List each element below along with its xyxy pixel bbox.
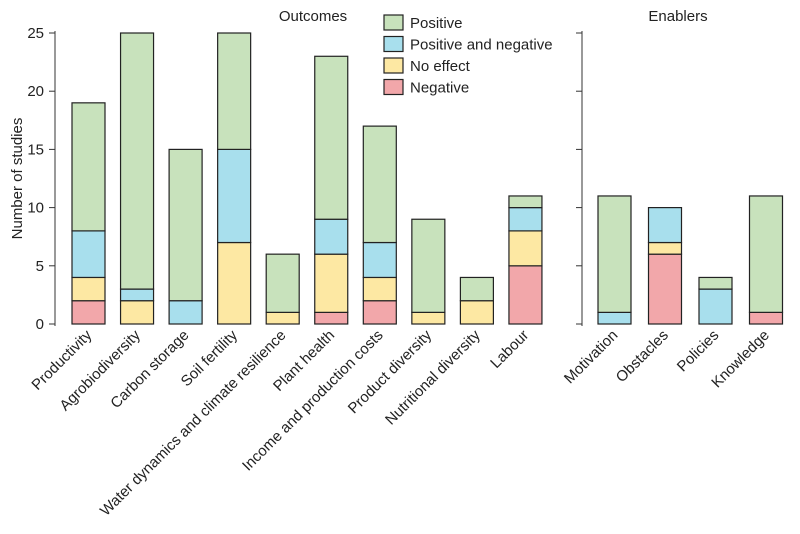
bar-segment-soil-fertility-positive <box>217 32 252 151</box>
bar-segment-income-and-production-costs-positive <box>362 125 397 244</box>
bar-segment-water-dynamics-and-climate-resilience-positive <box>265 253 300 313</box>
legend-swatch-positive-and-negative <box>383 35 404 53</box>
category-label-motivation: Motivation <box>561 327 621 387</box>
legend-label-no-effect: No effect <box>410 58 471 75</box>
bar-segment-plant-health-no-effect <box>314 253 349 313</box>
bar-segment-obstacles-negative <box>647 253 683 325</box>
category-label-policies: Policies <box>674 327 723 376</box>
bar-segment-productivity-positive <box>71 102 106 232</box>
bar-segment-agrobiodiversity-positive <box>119 32 155 290</box>
bar-segment-plant-health-positive-and-negative <box>314 218 349 255</box>
legend: Positive Positive and negative No effect Ne… <box>383 14 553 97</box>
category-label-labour: Labour <box>487 327 532 372</box>
bar-segment-motivation-positive-and-negative <box>597 311 632 325</box>
bar-segment-labour-positive <box>508 195 543 209</box>
bar-segment-plant-health-positive <box>314 55 349 220</box>
bar-segment-productivity-positive-and-negative <box>71 230 106 279</box>
bar-segment-product-diversity-positive <box>411 218 446 313</box>
panel-title-enablers: Enablers <box>648 8 707 25</box>
bar-segment-policies-positive <box>698 276 733 290</box>
panel-title-outcomes: Outcomes <box>279 8 347 25</box>
bar-segment-policies-positive-and-negative <box>698 288 733 325</box>
legend-label-negative: Negative <box>410 80 469 97</box>
bar-segment-motivation-positive <box>597 195 632 313</box>
bar-segment-agrobiodiversity-no-effect <box>119 300 155 325</box>
bar-segment-soil-fertility-no-effect <box>217 241 252 325</box>
y-axis-title: Number of studies <box>9 118 26 240</box>
category-label-product-diversity: Product diversity <box>345 326 436 417</box>
y-tick-label: 10 <box>27 200 44 217</box>
bar-segment-soil-fertility-positive-and-negative <box>217 148 252 244</box>
bar-segment-income-and-production-costs-positive-and-negative <box>362 241 397 279</box>
bar-segment-labour-negative <box>508 265 543 325</box>
bar-segment-plant-health-negative <box>314 311 349 325</box>
y-tick-label: 20 <box>27 83 44 100</box>
bar-segment-productivity-negative <box>71 300 106 325</box>
bar-segment-product-diversity-no-effect <box>411 311 446 325</box>
bar-segment-income-and-production-costs-no-effect <box>362 276 397 302</box>
bar-segment-carbon-storage-positive-and-negative <box>168 300 203 325</box>
bar-segment-productivity-no-effect <box>71 276 106 302</box>
legend-label-positive-and-negative: Positive and negative <box>410 37 553 54</box>
y-tick-label: 15 <box>27 141 44 158</box>
legend-label-positive: Positive <box>410 15 463 32</box>
bar-segment-nutritional-diversity-no-effect <box>459 300 494 325</box>
bar-segment-nutritional-diversity-positive <box>459 276 494 302</box>
bar-segment-knowledge-positive <box>748 195 784 313</box>
legend-swatch-negative <box>383 78 404 96</box>
legend-swatch-positive <box>383 14 404 31</box>
bar-segment-agrobiodiversity-positive-and-negative <box>119 288 155 302</box>
legend-swatch-no-effect <box>383 57 404 74</box>
bar-segment-obstacles-no-effect <box>647 241 683 255</box>
bar-segment-obstacles-positive-and-negative <box>647 207 683 244</box>
bar-segment-labour-no-effect <box>508 230 543 267</box>
bar-segment-labour-positive-and-negative <box>508 207 543 232</box>
y-tick-label: 5 <box>36 258 44 275</box>
y-tick-label: 0 <box>36 316 44 333</box>
bar-segment-water-dynamics-and-climate-resilience-no-effect <box>265 311 300 325</box>
bar-segment-income-and-production-costs-negative <box>362 300 397 325</box>
bar-segment-carbon-storage-positive <box>168 148 203 302</box>
category-label-nutritional-diversity: Nutritional diversity <box>382 326 484 428</box>
category-label-obstacles: Obstacles <box>613 327 672 386</box>
bar-segment-knowledge-negative <box>748 311 784 325</box>
y-tick-label: 25 <box>27 25 44 42</box>
